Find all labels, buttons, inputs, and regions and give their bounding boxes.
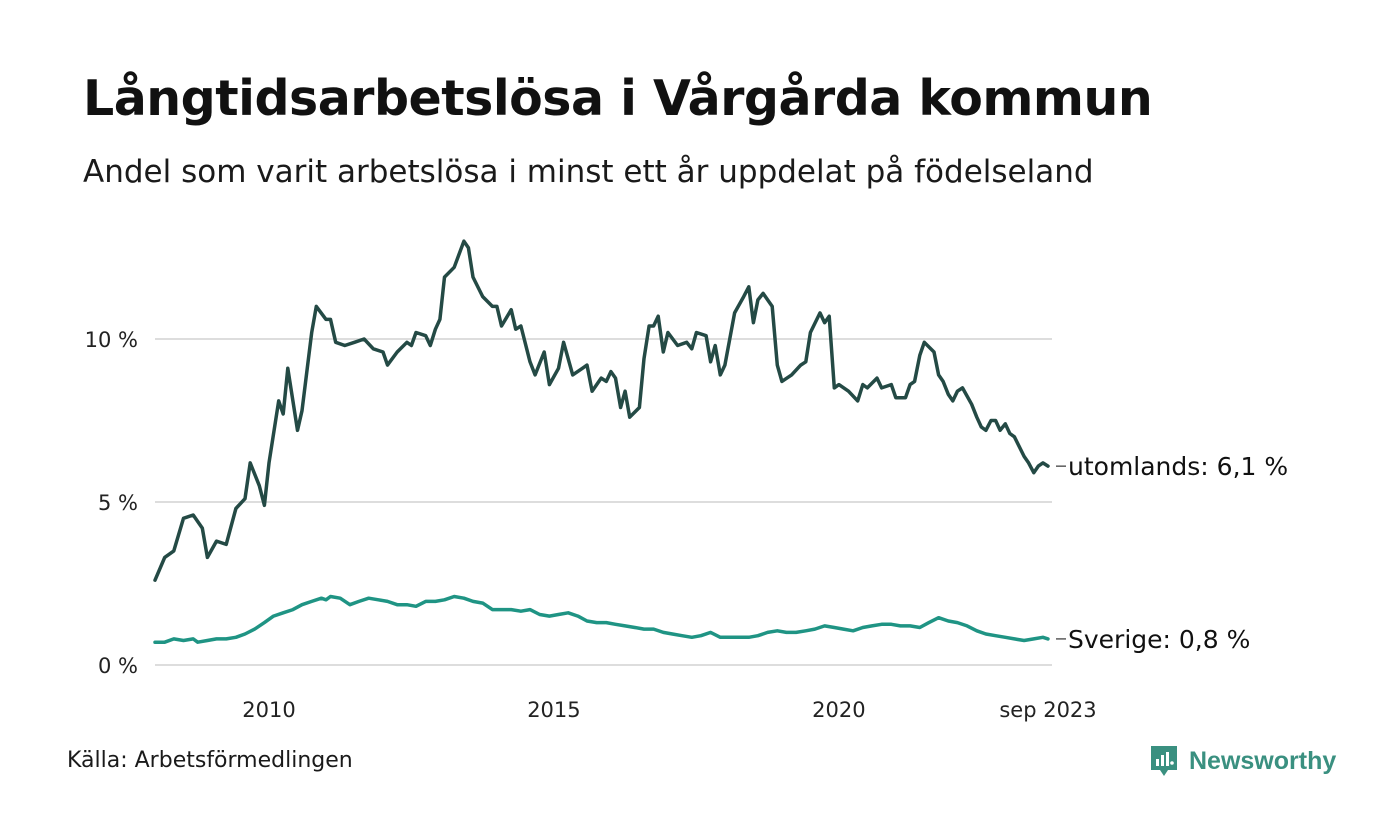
chart-subtitle: Andel som varit arbetslösa i minst ett å… bbox=[83, 154, 1094, 190]
series-lines bbox=[153, 239, 1050, 644]
end-labels: utomlands: 6,1 % Sverige: 0,8 % bbox=[1056, 452, 1288, 654]
brand-logo[interactable]: Newsworthy bbox=[1149, 744, 1336, 778]
end-label-utomlands: utomlands: 6,1 % bbox=[1068, 452, 1288, 481]
x-axis-ticks: 2010 2015 2020 sep 2023 bbox=[242, 698, 1096, 722]
gridlines bbox=[155, 338, 1052, 666]
x-tick-label-1: 2015 bbox=[527, 698, 580, 722]
x-tick-label-0: 2010 bbox=[242, 698, 295, 722]
y-tick-label-0: 0 % bbox=[98, 654, 138, 678]
x-tick-label-3: sep 2023 bbox=[999, 698, 1096, 722]
brand-name: Newsworthy bbox=[1189, 746, 1337, 775]
series-line-utomlands bbox=[153, 239, 1050, 582]
y-axis-ticks: 0 % 5 % 10 % bbox=[85, 328, 138, 678]
newsworthy-logo-icon bbox=[1151, 746, 1177, 776]
chart-title: Långtidsarbetslösa i Vårgårda kommun bbox=[83, 70, 1153, 127]
y-tick-label-1: 5 % bbox=[98, 491, 138, 515]
y-tick-label-2: 10 % bbox=[85, 328, 138, 352]
series-line-sverige bbox=[153, 594, 1050, 644]
end-label-sverige: Sverige: 0,8 % bbox=[1068, 625, 1250, 654]
source-note: Källa: Arbetsförmedlingen bbox=[67, 748, 353, 773]
x-tick-label-2: 2020 bbox=[812, 698, 865, 722]
